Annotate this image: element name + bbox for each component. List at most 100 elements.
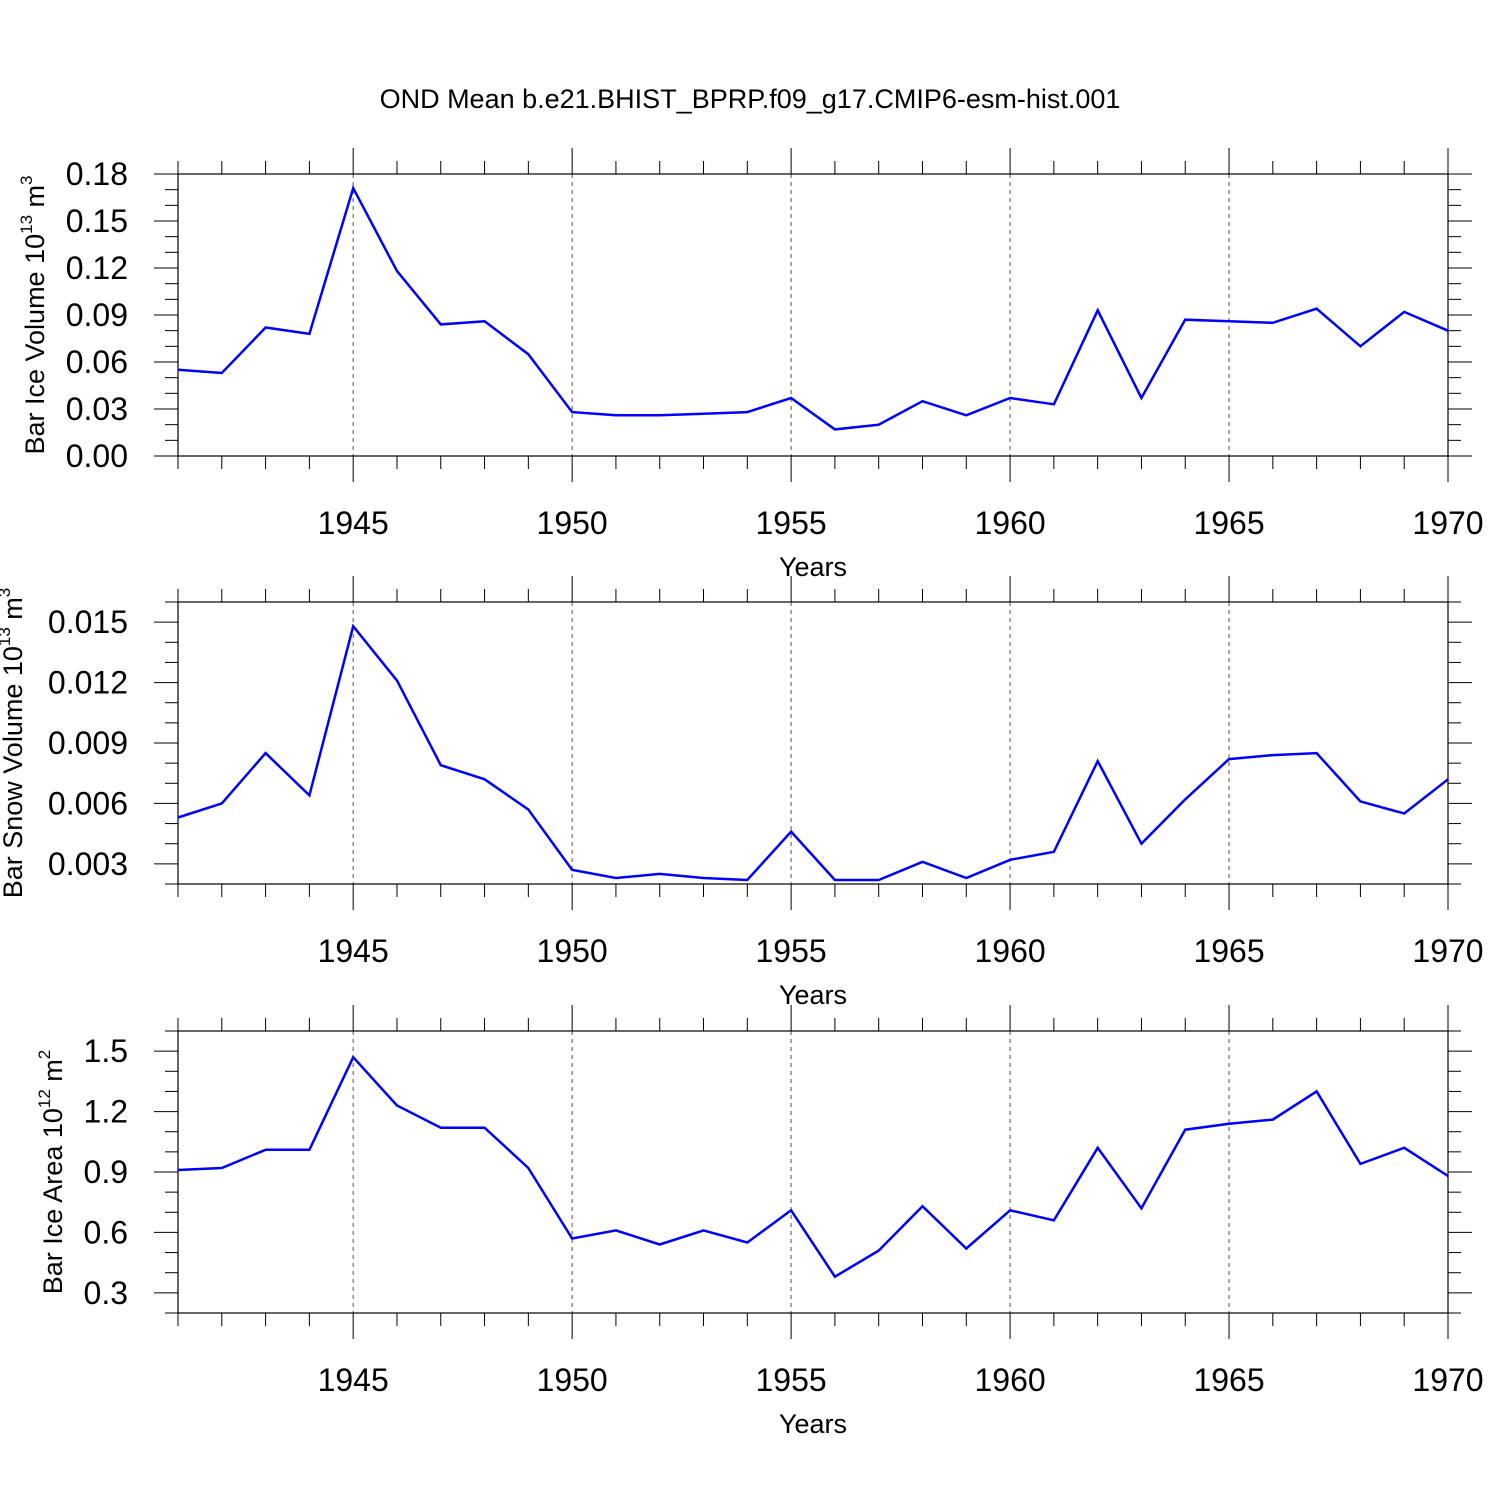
y-tick-label: 0.9 xyxy=(84,1154,128,1190)
y-tick-label: 0.3 xyxy=(84,1275,128,1311)
x-tick-label: 1950 xyxy=(537,1362,608,1398)
data-point xyxy=(177,817,179,819)
data-point xyxy=(308,1149,310,1151)
data-point xyxy=(921,861,923,863)
data-point xyxy=(1228,758,1230,760)
x-tick-label: 1960 xyxy=(974,1362,1045,1398)
x-tick-label: 1960 xyxy=(974,505,1045,541)
data-point xyxy=(1359,800,1361,802)
data-point xyxy=(1403,813,1405,814)
data-point xyxy=(1447,778,1449,780)
y-axis-title: Bar Snow Volume 1013 m3 xyxy=(0,588,28,899)
data-point xyxy=(221,802,223,804)
y-tick-label: 1.2 xyxy=(84,1094,128,1130)
data-point xyxy=(703,1229,705,1231)
data-point xyxy=(965,1248,967,1250)
data-point xyxy=(484,778,486,780)
data-point xyxy=(834,879,836,881)
data-point xyxy=(746,879,748,881)
data-point xyxy=(878,424,880,426)
x-tick-label: 1965 xyxy=(1193,933,1264,969)
data-point xyxy=(1053,851,1055,853)
data-point xyxy=(615,1229,617,1231)
x-tick-label: 1945 xyxy=(318,505,389,541)
data-point xyxy=(352,625,354,627)
data-point xyxy=(1097,760,1099,762)
data-point xyxy=(308,794,310,796)
figure-title: OND Mean b.e21.BHIST_BPRP.f09_g17.CMIP6-… xyxy=(379,84,1121,114)
data-point xyxy=(878,1250,880,1252)
data-point xyxy=(1447,1175,1449,1177)
x-axis-title: Years xyxy=(779,1409,847,1439)
y-tick-label: 0.009 xyxy=(48,725,128,761)
y-tick-label: 0.12 xyxy=(66,250,128,286)
data-point xyxy=(527,1167,529,1169)
x-axis-title: Years xyxy=(779,552,847,582)
data-point xyxy=(834,1276,836,1278)
data-point xyxy=(1097,1147,1099,1149)
data-point xyxy=(527,353,529,355)
series-line xyxy=(177,1054,1449,1279)
data-point xyxy=(1447,330,1449,332)
data-point xyxy=(615,877,617,879)
data-point xyxy=(615,414,617,416)
data-point xyxy=(1140,843,1142,845)
x-tick-label: 1955 xyxy=(756,1362,827,1398)
x-tick-label: 1945 xyxy=(318,1362,389,1398)
data-point xyxy=(659,1244,661,1246)
data-point xyxy=(746,1242,748,1243)
data-point xyxy=(177,1169,179,1171)
data-point xyxy=(396,680,398,682)
data-point xyxy=(177,369,179,371)
data-point xyxy=(1184,319,1186,321)
y-tick-label: 0.09 xyxy=(66,297,128,333)
data-point xyxy=(1228,320,1230,322)
data-point xyxy=(659,873,661,875)
panel-1: 0.00 0.03 0.06 0.09 0.12 0.15 0.18 1945 1950 1955… xyxy=(17,148,1484,582)
series-line xyxy=(177,184,1449,431)
x-tick-label: 1970 xyxy=(1412,505,1483,541)
y-tick-label: 0.6 xyxy=(84,1214,128,1250)
data-point xyxy=(878,879,880,881)
x-tick-label: 1965 xyxy=(1193,505,1264,541)
data-point xyxy=(440,1127,442,1129)
data-point xyxy=(1316,308,1318,310)
data-point xyxy=(571,869,573,871)
data-point xyxy=(921,400,923,402)
data-point xyxy=(790,831,792,833)
data-point xyxy=(571,411,573,413)
data-point xyxy=(746,411,748,413)
data-point xyxy=(1053,403,1055,405)
data-point xyxy=(834,428,836,430)
data-point xyxy=(265,752,267,754)
data-point xyxy=(1009,1209,1011,1211)
data-point xyxy=(396,270,398,272)
data-point xyxy=(965,877,967,879)
data-point xyxy=(1359,1163,1361,1165)
data-point xyxy=(1272,754,1274,756)
data-point xyxy=(527,808,529,810)
y-tick-label: 0.015 xyxy=(48,604,128,640)
data-point xyxy=(484,320,486,322)
data-point xyxy=(1009,859,1011,861)
data-point xyxy=(965,414,967,416)
data-point xyxy=(440,764,442,766)
data-point xyxy=(703,413,705,415)
y-tick-label: 0.006 xyxy=(48,785,128,821)
y-tick-label: 0.003 xyxy=(48,846,128,882)
data-point xyxy=(1228,1123,1230,1125)
data-point xyxy=(1403,311,1405,313)
data-point xyxy=(1140,397,1142,399)
data-point xyxy=(308,333,310,335)
y-tick-label: 0.06 xyxy=(66,344,128,380)
data-point xyxy=(396,1105,398,1107)
y-tick-label: 0.18 xyxy=(66,156,128,192)
data-point xyxy=(1316,1090,1318,1092)
data-point xyxy=(571,1237,573,1239)
data-point xyxy=(1097,309,1099,311)
x-axis-title: Years xyxy=(779,980,847,1010)
data-point xyxy=(221,372,223,374)
data-point xyxy=(790,397,792,399)
data-point xyxy=(1316,752,1318,754)
y-tick-label: 0.00 xyxy=(66,438,128,474)
